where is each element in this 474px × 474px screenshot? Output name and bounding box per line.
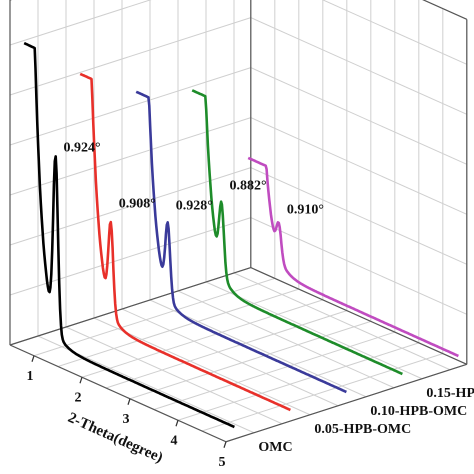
grid-line xyxy=(250,17,468,115)
grid-line xyxy=(153,331,395,410)
grid-line xyxy=(250,117,468,215)
series-line-0-10-hpb-omc xyxy=(135,90,347,394)
grid-line xyxy=(121,308,339,407)
series-line-omc xyxy=(23,41,235,429)
grid-line xyxy=(93,317,311,416)
box-edge xyxy=(9,267,251,346)
x-tick-label: 4 xyxy=(171,433,178,448)
peak-label-1: 0.908° xyxy=(119,197,156,212)
x-axis-title: 2-Theta(degree) xyxy=(65,410,165,466)
x-tick-label: 3 xyxy=(123,412,130,427)
peak-label-0: 0.924° xyxy=(64,141,101,156)
axes xyxy=(9,0,468,448)
grid-line xyxy=(177,342,419,421)
grid-line xyxy=(9,17,251,96)
x-tick-label: 5 xyxy=(219,455,226,470)
x-tick xyxy=(31,355,35,362)
grid-line xyxy=(65,326,283,425)
series-line-0-05-hpb-omc xyxy=(79,72,291,412)
series-line-0-20- xyxy=(247,156,459,358)
grid-line xyxy=(9,117,251,196)
grid-line xyxy=(33,277,275,357)
grid-line xyxy=(205,281,423,380)
x-tick xyxy=(79,377,83,384)
grid-line xyxy=(149,299,367,398)
x-tick xyxy=(223,441,227,448)
series-line-0-15-hpb xyxy=(191,89,403,376)
series-name-1: 0.05-HPB-OMC xyxy=(314,422,411,437)
grid-line xyxy=(81,299,323,378)
grid-line xyxy=(250,217,468,315)
box-edge xyxy=(9,344,227,443)
x-tick xyxy=(175,420,179,427)
peak-label-4: 0.910° xyxy=(287,202,324,217)
box-edge xyxy=(422,0,468,20)
box-edge xyxy=(250,267,468,365)
grid-line xyxy=(129,320,371,400)
x-tick-label: 2 xyxy=(75,390,82,405)
grid-line xyxy=(250,167,468,265)
box-edge xyxy=(225,363,467,443)
grid-line xyxy=(9,67,251,146)
series-name-3: 0.15-HPB xyxy=(426,386,474,401)
grid-line xyxy=(105,310,347,389)
grid-line xyxy=(233,272,451,371)
grid-line xyxy=(321,0,468,65)
peak-label-2: 0.928° xyxy=(176,199,213,214)
x-tick-label: 1 xyxy=(27,369,34,384)
grid-line xyxy=(177,290,395,389)
grid-line xyxy=(250,67,468,165)
peak-label-3: 0.882° xyxy=(230,178,267,193)
grid-line xyxy=(201,353,443,432)
series-name-0: OMC xyxy=(258,440,292,455)
series-curves xyxy=(23,41,459,429)
x-tick xyxy=(127,398,131,405)
series-name-2: 0.10-HPB-OMC xyxy=(370,404,467,419)
grid-line xyxy=(9,0,152,46)
grid-line xyxy=(57,288,299,367)
